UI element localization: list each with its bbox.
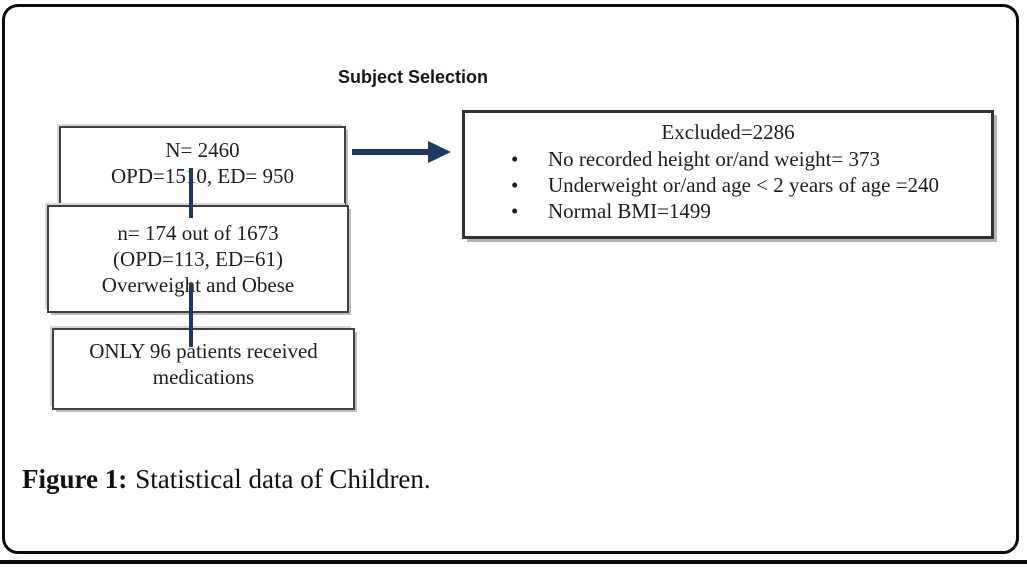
- figure-caption: Figure 1: Statistical data of Children.: [22, 464, 431, 495]
- box-line: N= 2460: [165, 138, 240, 162]
- figure-caption-label: Figure 1:: [22, 464, 128, 494]
- diagram-title: Subject Selection: [338, 67, 489, 87]
- flow-box-overweight-obese: n= 174 out of 1673 (OPD=113, ED=61) Over…: [47, 205, 349, 313]
- box-line: OPD=1510, ED= 950: [111, 164, 294, 188]
- bottom-rule: [0, 560, 1027, 564]
- flow-box-total-population: N= 2460 OPD=1510, ED= 950: [59, 126, 346, 217]
- box-line: Overweight and Obese: [101, 273, 295, 297]
- box-line: (OPD=113, ED=61): [113, 247, 283, 271]
- box-line: n= 174 out of 1673: [117, 221, 279, 245]
- excluded-title: Excluded=2286: [661, 120, 795, 144]
- figure-frame: [2, 4, 1019, 554]
- excluded-bullet-item: Normal BMI=1499: [465, 198, 991, 224]
- figure-caption-text: Statistical data of Children.: [135, 464, 431, 494]
- excluded-bullet-list: No recorded height or/and weight= 373 Un…: [465, 146, 991, 224]
- connector-line-bottom: [189, 283, 193, 347]
- excluded-bullet-item: Underweight or/and age < 2 years of age …: [465, 172, 991, 198]
- connector-line-top: [189, 168, 193, 218]
- flow-box-excluded: Excluded=2286 No recorded height or/and …: [462, 110, 994, 239]
- flow-box-medicated: ONLY 96 patients received medications: [52, 328, 355, 410]
- box-line: medications: [152, 365, 255, 389]
- flow-arrow-right-icon: [352, 141, 451, 163]
- box-line: ONLY 96 patients received: [89, 339, 318, 363]
- arrow-head: [428, 141, 451, 163]
- excluded-bullet-item: No recorded height or/and weight= 373: [465, 146, 991, 172]
